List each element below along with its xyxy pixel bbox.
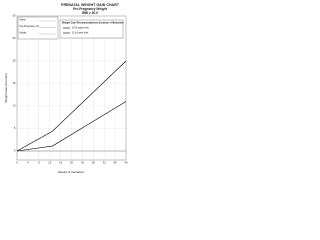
bmi-label: BMI ≥ 30.0	[82, 11, 98, 15]
legend-label: 20 lb upper limit	[72, 27, 89, 30]
y-tick-label: 15	[13, 81, 16, 85]
y-tick-label: 5	[14, 126, 16, 130]
x-tick-label: 28	[92, 161, 95, 165]
chart: PRENATAL WEIGHT GAIN CHART Pre-Pregnancy…	[0, 0, 130, 177]
x-tick-label: 4	[27, 161, 29, 165]
y-tick-label: 25	[13, 36, 16, 40]
x-tick-label: 32	[103, 161, 106, 165]
y-tick-label: 10	[13, 104, 16, 108]
form-box	[17, 16, 59, 40]
series-line	[16, 101, 127, 152]
x-tick-label: 36	[114, 161, 117, 165]
legend-label: 11 lb lower limit	[72, 32, 89, 35]
chart-subtitle: Pre-Pregnancy Weight	[73, 7, 108, 11]
x-tick-label: 24	[81, 161, 84, 165]
y-axis-label: Weight Gain (Pounds)	[4, 73, 8, 102]
x-tick-label: 12	[48, 161, 51, 165]
x-tick-label: 20	[70, 161, 73, 165]
chart-title: PRENATAL WEIGHT GAIN CHART	[61, 3, 120, 7]
x-axis-label: Weeks of Gestation	[58, 170, 84, 174]
x-tick-label: 8	[38, 161, 40, 165]
recommendation-title: Weight Gain Recommendations (Institute o…	[62, 22, 124, 25]
y-tick-label: 20	[13, 59, 16, 63]
page: PRENATAL WEIGHT GAIN CHART Pre-Pregnancy…	[0, 0, 130, 177]
series-line	[16, 60, 127, 152]
y-tick-label: 0	[14, 149, 16, 153]
y-tick-label: 30	[13, 14, 16, 18]
x-tick-label: 16	[59, 161, 62, 165]
form-field-label: Name	[20, 19, 27, 22]
form-field-label: Pre-Pregnancy Wt	[20, 25, 40, 28]
recommendation-box	[59, 19, 124, 39]
x-tick-label: 40	[125, 161, 128, 165]
form-field-label: Height	[20, 32, 27, 35]
x-tick-label: 0	[16, 161, 18, 165]
